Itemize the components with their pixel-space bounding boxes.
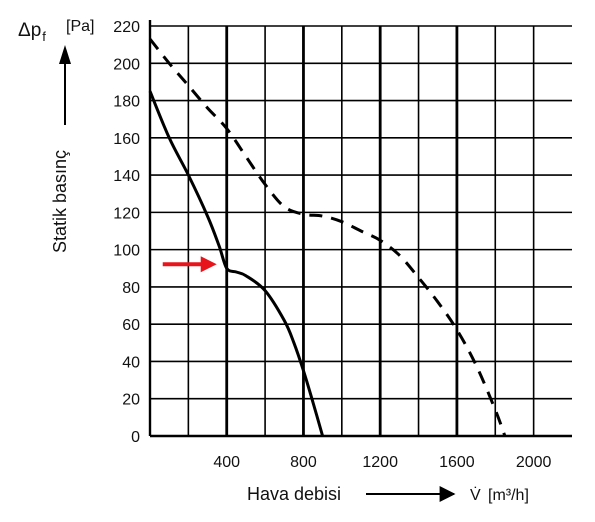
red-arrow-head <box>200 256 217 273</box>
tick-labels: 0 20 40 60 80 100 120 140 160 180 200 220 400 800 1200… <box>113 19 551 471</box>
x-tick-label: 1200 <box>362 454 398 471</box>
y-axis-title: Statik basınç <box>50 150 70 253</box>
x-axis-unit: [m³/h] <box>488 487 529 504</box>
y-axis-arrow-head <box>59 45 71 64</box>
y-tick-label: 160 <box>113 131 140 148</box>
dashed-curve <box>148 38 507 437</box>
y-tick-label: 20 <box>122 392 140 409</box>
y-axis-title-group: Δpf [Pa] Statik basınç <box>18 18 94 253</box>
solid-curve <box>148 90 325 437</box>
y-tick-label: 220 <box>113 19 140 36</box>
annotation-group <box>162 256 217 273</box>
x-axis-title: Hava debisi <box>247 484 341 504</box>
grid <box>150 25 572 436</box>
y-tick-label: 40 <box>122 354 140 371</box>
y-axis-unit: [Pa] <box>66 18 94 35</box>
y-axis-subscript: f <box>42 29 46 44</box>
x-tick-label: 2000 <box>516 454 552 471</box>
y-tick-label: 200 <box>113 56 140 73</box>
x-axis-title-group: Hava debisi V̇ [m³/h] <box>247 484 529 504</box>
x-tick-label: 800 <box>290 454 317 471</box>
y-tick-label: 120 <box>113 205 140 222</box>
y-tick-label: 180 <box>113 94 140 111</box>
x-tick-label: 400 <box>213 454 240 471</box>
x-axis-symbol: V̇ <box>470 486 481 504</box>
y-tick-label: 0 <box>131 429 140 446</box>
y-tick-label: 140 <box>113 168 140 185</box>
plot-frame <box>148 20 572 438</box>
red-arrow <box>162 256 217 273</box>
series-group <box>148 38 507 437</box>
y-axis-symbol: Δpf <box>18 20 46 44</box>
y-tick-label: 60 <box>122 317 140 334</box>
y-tick-label: 100 <box>113 243 140 260</box>
x-tick-label: 1600 <box>439 454 475 471</box>
y-tick-label: 80 <box>122 280 140 297</box>
